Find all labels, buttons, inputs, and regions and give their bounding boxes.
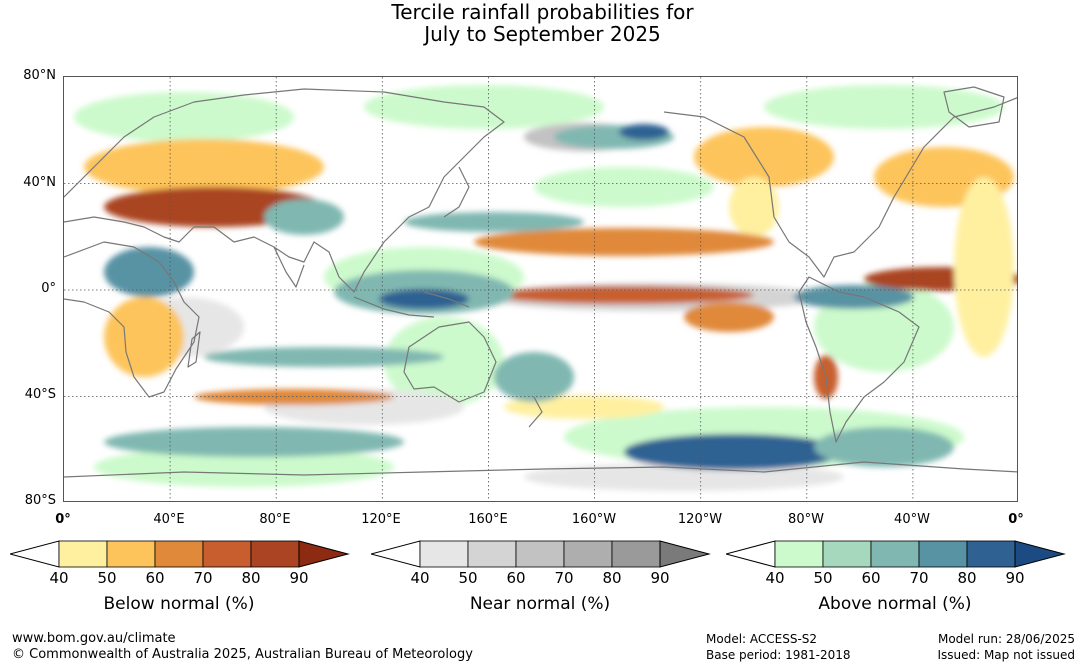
region-above-moderate bbox=[404, 212, 584, 232]
below-tick-40: 40 bbox=[49, 569, 69, 587]
region-below-moderate bbox=[474, 228, 774, 256]
region-above-light bbox=[94, 447, 394, 487]
lon-label-0-right: 0° bbox=[1008, 512, 1024, 527]
lon-label-40e: 40°E bbox=[153, 512, 185, 527]
footer-issued: Issued: Map not issued bbox=[937, 648, 1075, 662]
lat-label-40n: 40°N bbox=[23, 175, 56, 190]
footer-copyright: © Commonwealth of Australia 2025, Austra… bbox=[12, 647, 473, 662]
near-tick-40: 40 bbox=[410, 569, 430, 587]
region-above-moderate bbox=[494, 352, 574, 402]
region-below-moderate bbox=[494, 286, 754, 304]
lon-label-160e: 160°E bbox=[468, 512, 508, 527]
anomaly-regions bbox=[74, 85, 1017, 491]
region-above-moderate bbox=[104, 427, 404, 457]
below-normal-label: Below normal (%) bbox=[103, 594, 255, 614]
region-above-light bbox=[384, 317, 504, 407]
above-tick-90: 90 bbox=[1005, 569, 1025, 587]
near-tick-90: 90 bbox=[650, 569, 670, 587]
lon-label-80e: 80°E bbox=[259, 512, 291, 527]
near-swatch-70 bbox=[563, 540, 613, 568]
region-above-light bbox=[534, 167, 714, 207]
rainfall-probability-map bbox=[63, 76, 1018, 502]
region-above-moderate bbox=[814, 427, 954, 467]
lon-label-160w: 160°W bbox=[571, 512, 617, 527]
near-swatch-60 bbox=[515, 540, 565, 568]
near-normal-colorbar bbox=[371, 540, 711, 568]
above-swatch-60 bbox=[870, 540, 920, 568]
above-tick-80: 80 bbox=[957, 569, 977, 587]
near-normal-label: Near normal (%) bbox=[469, 594, 611, 614]
region-above-strong bbox=[624, 434, 844, 470]
above-swatch-70 bbox=[918, 540, 968, 568]
above-normal-colorbar bbox=[726, 540, 1066, 568]
near-swatch-80 bbox=[611, 540, 661, 568]
map-title-line-1: Tercile rainfall probabilities for bbox=[391, 0, 694, 24]
region-below-moderate bbox=[194, 389, 394, 405]
near-tick-60: 60 bbox=[506, 569, 526, 587]
near-swatch-40 bbox=[419, 540, 469, 568]
region-below-weak bbox=[954, 177, 1014, 357]
near-swatch-50 bbox=[467, 540, 517, 568]
near-tick-50: 50 bbox=[458, 569, 478, 587]
region-above-moderate bbox=[794, 285, 914, 309]
footer-url: www.bom.gov.au/climate bbox=[12, 631, 176, 646]
near-swatch-90 bbox=[659, 540, 711, 568]
map-canvas bbox=[64, 77, 1017, 501]
region-above-moderate bbox=[104, 247, 194, 297]
region-below-moderate bbox=[694, 127, 834, 187]
footer-model: Model: ACCESS-S2 bbox=[706, 632, 818, 646]
above-tick-60: 60 bbox=[861, 569, 881, 587]
above-swatch-90 bbox=[1014, 540, 1066, 568]
graticule bbox=[64, 77, 1017, 501]
above-swatch-80 bbox=[966, 540, 1016, 568]
below-tick-50: 50 bbox=[97, 569, 117, 587]
lon-label-0-left: 0° bbox=[55, 512, 71, 527]
below-swatch-90 bbox=[298, 540, 350, 568]
near-tick-80: 80 bbox=[602, 569, 622, 587]
below-swatch-60 bbox=[154, 540, 204, 568]
below-tick-70: 70 bbox=[193, 569, 213, 587]
footer-base-period: Base period: 1981-2018 bbox=[706, 648, 851, 662]
above-tick-70: 70 bbox=[909, 569, 929, 587]
region-above-strong bbox=[379, 289, 469, 309]
lat-label-80s: 80°S bbox=[24, 493, 56, 508]
lat-label-40s: 40°S bbox=[24, 387, 56, 402]
region-below-weak bbox=[104, 297, 184, 377]
below-tick-60: 60 bbox=[145, 569, 165, 587]
region-above-light bbox=[764, 85, 1004, 129]
above-swatch-50 bbox=[822, 540, 872, 568]
above-tick-50: 50 bbox=[813, 569, 833, 587]
region-below-weak bbox=[729, 177, 779, 237]
below-tick-80: 80 bbox=[241, 569, 261, 587]
region-near-grey bbox=[524, 463, 844, 491]
region-above-light bbox=[74, 92, 294, 142]
lat-label-0: 0° bbox=[41, 281, 56, 296]
above-normal-label: Above normal (%) bbox=[818, 594, 972, 614]
below-normal-colorbar bbox=[10, 540, 350, 568]
below-tick-90: 90 bbox=[289, 569, 309, 587]
lon-label-120w: 120°W bbox=[677, 512, 723, 527]
footer-model-run: Model run: 28/06/2025 bbox=[937, 632, 1075, 646]
below-swatch-50 bbox=[106, 540, 156, 568]
lon-label-40w: 40°W bbox=[894, 512, 930, 527]
below-swatch-70 bbox=[202, 540, 252, 568]
lon-label-80w: 80°W bbox=[788, 512, 824, 527]
region-below-moderate bbox=[84, 139, 324, 195]
region-above-moderate bbox=[204, 347, 444, 367]
region-below-moderate bbox=[684, 302, 774, 332]
near-tick-70: 70 bbox=[554, 569, 574, 587]
lon-label-120e: 120°E bbox=[361, 512, 401, 527]
lat-label-80n: 80°N bbox=[23, 68, 56, 83]
coastlines bbox=[64, 86, 1017, 478]
below-swatch-80 bbox=[250, 540, 300, 568]
region-above-moderate bbox=[264, 199, 344, 235]
above-swatch-40 bbox=[774, 540, 824, 568]
below-swatch-40 bbox=[58, 540, 108, 568]
above-tick-40: 40 bbox=[765, 569, 785, 587]
region-above-strong bbox=[619, 124, 669, 140]
map-title-line-2: July to September 2025 bbox=[424, 22, 661, 46]
